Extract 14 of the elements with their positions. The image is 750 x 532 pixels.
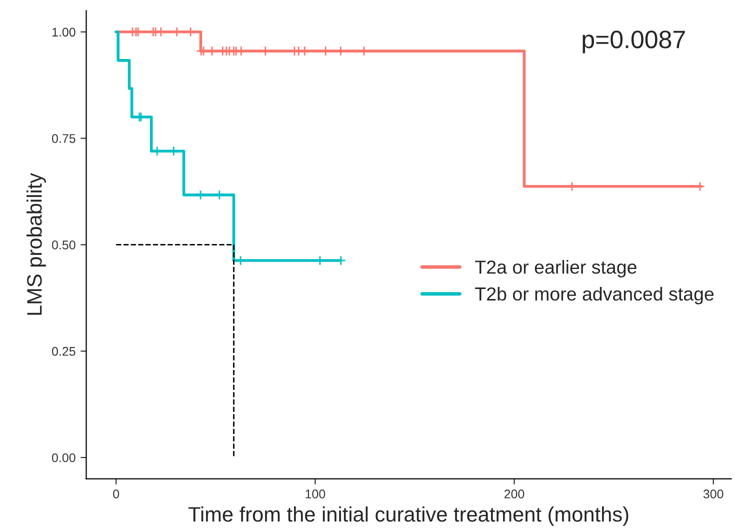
x-tick-label: 0 <box>113 490 120 498</box>
annotation: p=0.0087 <box>582 30 685 54</box>
x-tick-label: 100 <box>306 490 326 498</box>
x-tick-label: 200 <box>504 490 524 498</box>
y-tick-label: 0.75 <box>52 134 76 143</box>
y-tick-label: 0.50 <box>52 240 76 250</box>
y-axis-title: LMS probability <box>26 172 46 315</box>
y-tick-label: 0.25 <box>52 346 76 356</box>
y-tick-label: 1.00 <box>52 28 76 37</box>
y-tick-label: 0.00 <box>52 453 76 462</box>
legend-label: T2a or earlier stage <box>475 260 636 278</box>
x-axis-title: Time from the initial curative treatment (months) <box>188 506 628 526</box>
legend-label: T2b or more advanced stage <box>475 286 714 304</box>
x-tick-label: 300 <box>703 490 724 498</box>
